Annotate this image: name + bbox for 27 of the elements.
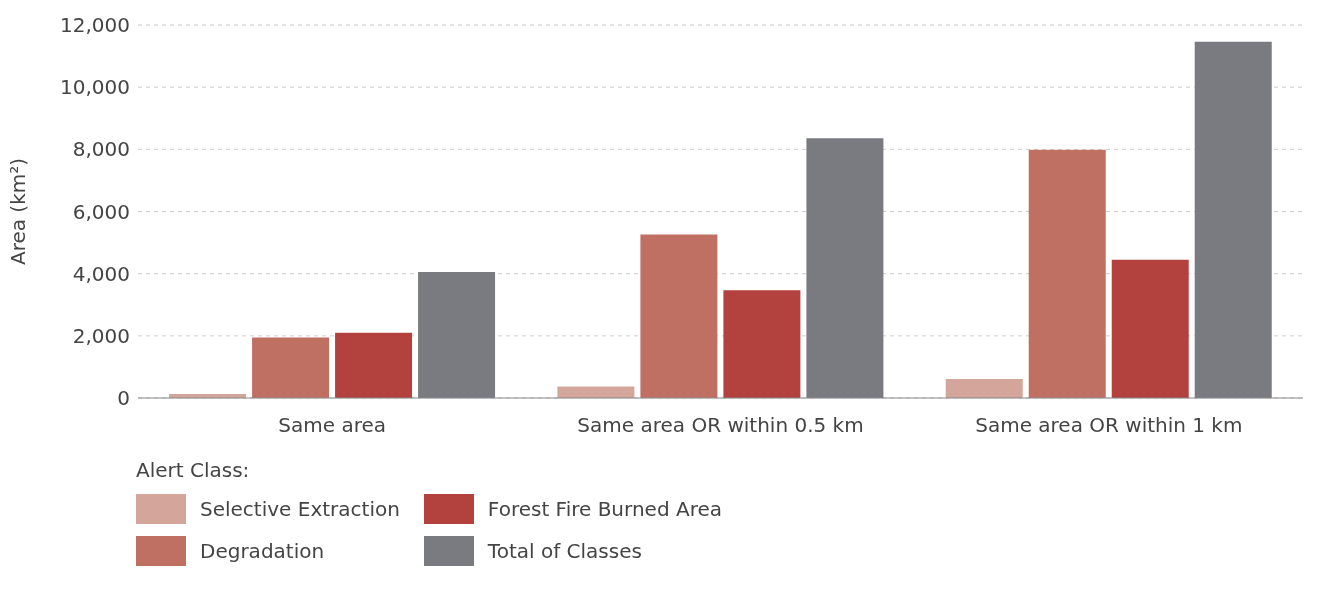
bar [723, 290, 801, 398]
bar [1028, 149, 1106, 398]
y-tick-label: 0 [117, 386, 130, 411]
y-tick-label: 12,000 [60, 13, 130, 38]
x-tick-label: Same area OR within 1 km [975, 413, 1243, 438]
y-tick-label: 2,000 [72, 323, 130, 348]
x-tick-label: Same area [278, 413, 387, 438]
bar [252, 337, 330, 398]
legend-title: Alert Class: [136, 458, 251, 482]
bar [1194, 41, 1272, 398]
y-tick-label: 8,000 [72, 137, 130, 162]
legend-label: Total of Classes [487, 539, 642, 563]
bar [335, 332, 413, 398]
bar [557, 386, 635, 398]
y-tick-label: 6,000 [72, 199, 130, 224]
y-tick-label: 4,000 [72, 261, 130, 286]
legend-label: Selective Extraction [200, 497, 400, 521]
bar [806, 138, 884, 398]
bar [418, 272, 496, 398]
y-axis-title: Area (km²) [6, 157, 31, 266]
bar [1111, 259, 1189, 398]
x-tick-label: Same area OR within 0.5 km [577, 413, 864, 438]
bar [640, 234, 718, 398]
legend-label: Forest Fire Burned Area [487, 497, 722, 521]
legend-label: Degradation [200, 539, 325, 563]
y-tick-label: 10,000 [60, 75, 130, 100]
bar [945, 379, 1023, 398]
